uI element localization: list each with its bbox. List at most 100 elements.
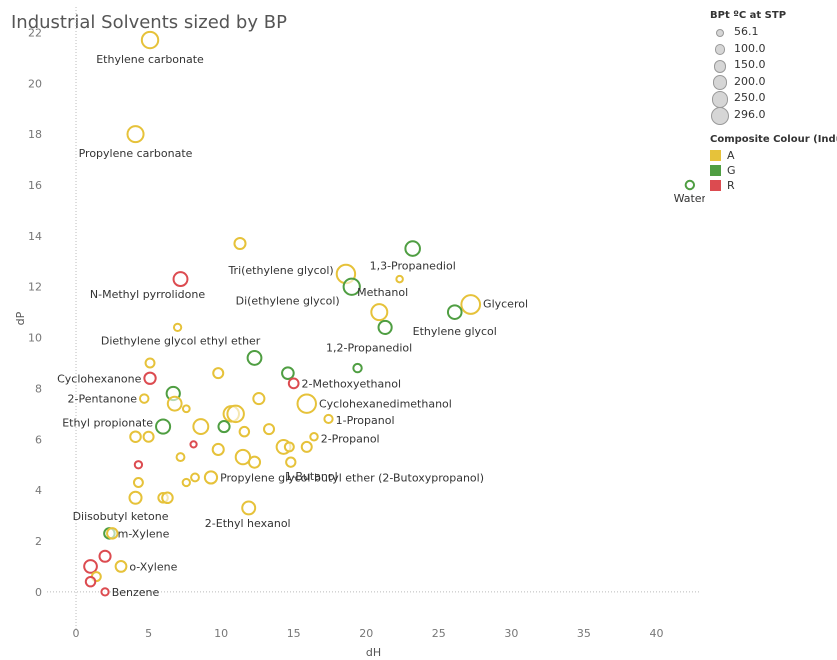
data-point[interactable] [342, 277, 361, 296]
data-point[interactable] [217, 420, 231, 434]
data-point[interactable] [175, 452, 186, 463]
data-point[interactable] [246, 350, 263, 366]
x-axis-label: dH [366, 646, 381, 659]
size-legend-label: 100.0 [734, 41, 766, 55]
x-tick-label: 10 [214, 627, 228, 640]
y-tick-label: 14 [28, 230, 42, 243]
data-point[interactable] [309, 432, 319, 442]
data-point[interactable] [352, 362, 363, 374]
color-legend-label: R [727, 179, 735, 192]
data-point[interactable] [140, 30, 160, 50]
color-legend-item[interactable]: G [710, 163, 837, 178]
data-point[interactable] [172, 322, 183, 333]
data-point[interactable] [98, 549, 112, 563]
data-point[interactable] [234, 448, 252, 466]
size-legend-item: 200.0 [710, 74, 786, 91]
x-tick-label: 35 [577, 627, 591, 640]
data-point[interactable] [296, 393, 317, 414]
data-label: 1-Butanol [285, 470, 338, 483]
y-tick-label: 10 [28, 332, 42, 345]
x-tick-label: 5 [145, 627, 152, 640]
data-point[interactable] [190, 472, 200, 483]
data-point[interactable] [241, 500, 257, 516]
data-point[interactable] [211, 442, 225, 457]
data-point[interactable] [323, 413, 334, 425]
data-point[interactable] [203, 470, 219, 485]
data-point[interactable] [446, 304, 463, 320]
y-tick-label: 18 [28, 128, 42, 141]
size-legend-label: 250.0 [734, 91, 766, 105]
size-legend: BPt ºC at STP 56.1 100.0 150.0 200.0 250.0 29… [710, 10, 787, 126]
data-point[interactable] [252, 392, 266, 406]
data-label: o-Xylene [129, 560, 177, 573]
data-point[interactable] [263, 423, 276, 436]
size-legend-item: 150.0 [710, 57, 786, 74]
y-tick-label: 22 [28, 26, 42, 39]
data-label: Tri(ethylene glycol) [227, 264, 333, 277]
color-legend-title: Composite Colour (Indust.. [710, 134, 837, 145]
data-point[interactable] [128, 490, 143, 505]
data-point[interactable] [285, 456, 297, 468]
data-point[interactable] [181, 477, 191, 488]
size-legend-circle [715, 28, 725, 38]
x-tick-label: 15 [287, 627, 301, 640]
data-point[interactable] [132, 477, 144, 488]
y-tick-label: 2 [35, 535, 42, 548]
data-label: Diisobutyl ketone [73, 510, 169, 523]
data-point[interactable] [83, 559, 98, 574]
size-legend-circle [710, 106, 730, 126]
data-point[interactable] [247, 455, 262, 469]
data-point[interactable] [226, 404, 245, 424]
data-point[interactable] [129, 430, 142, 444]
data-point[interactable] [172, 271, 189, 288]
color-legend-item[interactable]: R [710, 178, 837, 193]
data-point[interactable] [142, 430, 155, 443]
scatter-plot[interactable]: 0 2 4 6 8 10 12 14 16 18 20 22 0 5 10 15 20 25 30 35 40 dH dP E… [0, 0, 705, 660]
x-tick-label: 30 [504, 627, 518, 640]
size-legend-title: BPt ºC at STP [710, 10, 787, 21]
data-point[interactable] [181, 404, 191, 414]
data-label: 1,2-Propanediol [326, 341, 412, 354]
data-point[interactable] [281, 366, 295, 380]
data-point[interactable] [283, 441, 295, 453]
data-point[interactable] [395, 274, 404, 284]
data-point[interactable] [161, 491, 174, 505]
y-tick-label: 4 [35, 484, 42, 497]
data-point[interactable] [106, 527, 119, 540]
data-point[interactable] [238, 425, 251, 438]
y-tick-label: 12 [28, 281, 42, 294]
data-point[interactable] [133, 460, 144, 470]
data-point[interactable] [684, 179, 696, 191]
size-legend-circle [714, 44, 726, 55]
data-label: Di(ethylene glycol) [236, 295, 340, 308]
data-point[interactable] [287, 377, 300, 390]
data-point[interactable] [138, 393, 150, 404]
size-legend-item: 56.1 [710, 24, 786, 41]
data-point[interactable] [300, 440, 313, 453]
y-tick-label: 0 [35, 586, 42, 599]
data-point[interactable] [404, 240, 421, 257]
data-point[interactable] [377, 319, 393, 335]
y-tick-label: 6 [35, 433, 42, 446]
data-point[interactable] [155, 418, 172, 435]
data-point[interactable] [100, 587, 110, 597]
data-point[interactable] [126, 125, 145, 144]
data-label: 1,3-Propanediol [370, 260, 456, 273]
data-point[interactable] [84, 575, 97, 588]
data-point[interactable] [212, 367, 225, 380]
data-point[interactable] [166, 395, 183, 412]
data-label: Propylene carbonate [79, 147, 193, 160]
data-label: 2-Propanol [321, 433, 380, 446]
data-point[interactable] [144, 357, 156, 369]
data-point[interactable] [233, 236, 247, 251]
data-point[interactable] [460, 294, 482, 315]
color-legend-item[interactable]: A [710, 148, 837, 163]
size-legend-item: 296.0 [710, 106, 786, 126]
data-point[interactable] [192, 418, 210, 436]
data-point[interactable] [189, 440, 198, 449]
data-point[interactable] [114, 560, 128, 573]
color-swatch [710, 180, 721, 191]
data-label: 2-Pentanone [68, 393, 138, 406]
data-point[interactable] [143, 371, 157, 385]
data-point[interactable] [370, 303, 389, 322]
